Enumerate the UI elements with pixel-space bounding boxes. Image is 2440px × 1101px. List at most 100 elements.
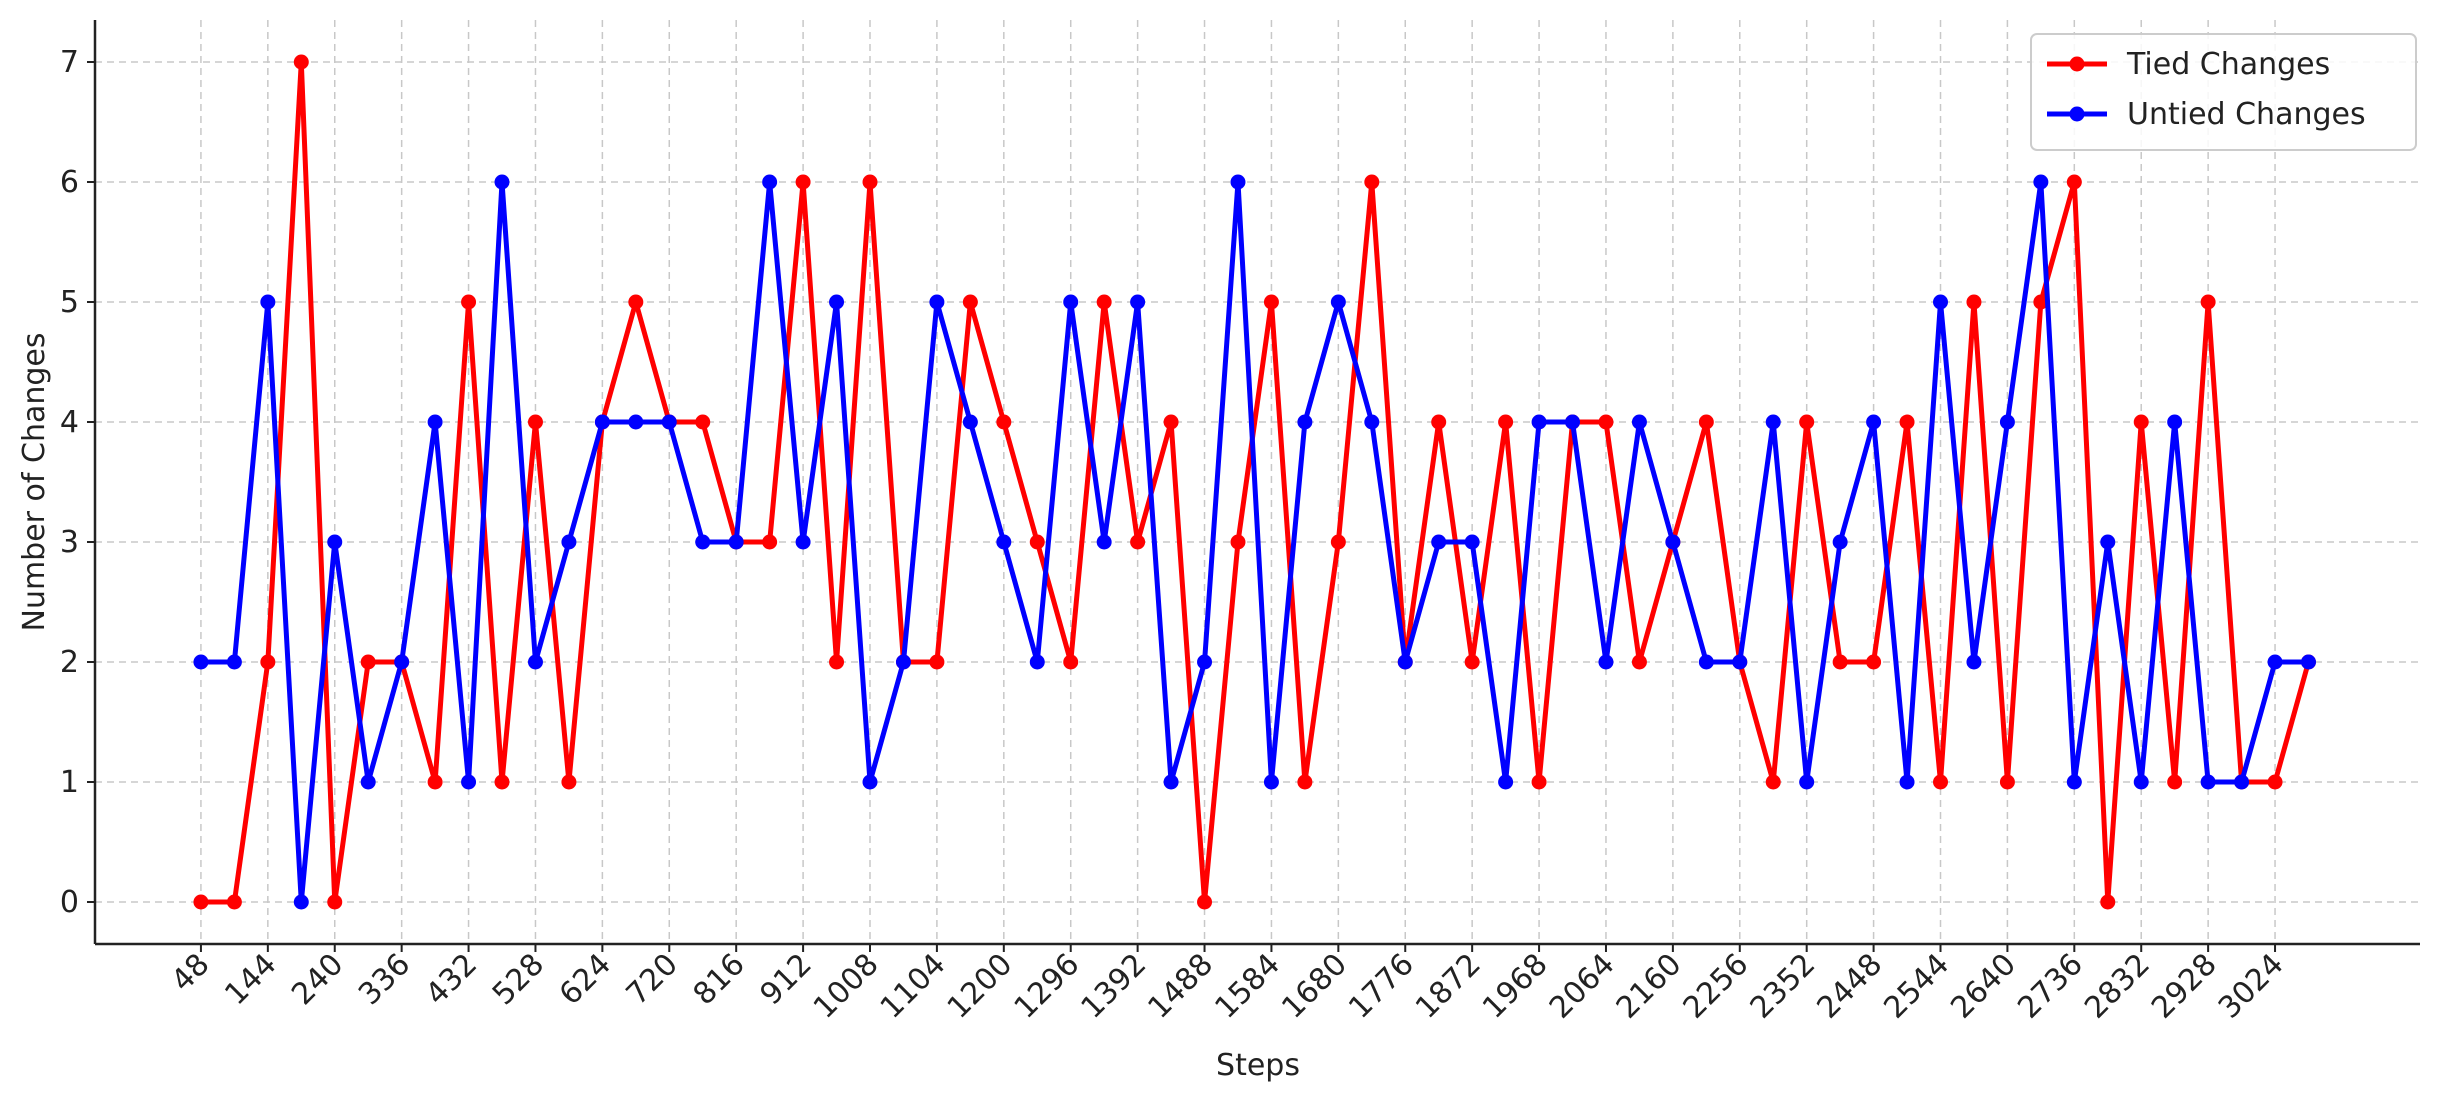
data-point — [628, 294, 644, 310]
data-point — [661, 414, 677, 430]
x-tick-label: 1872 — [1409, 947, 1488, 1026]
data-point — [1163, 774, 1179, 790]
x-tick-label: 816 — [687, 947, 752, 1012]
data-point — [1297, 414, 1313, 430]
data-point — [527, 414, 543, 430]
legend-marker — [2069, 56, 2085, 72]
x-tick-label: 2736 — [2011, 947, 2090, 1026]
data-point — [327, 894, 343, 910]
data-point — [1565, 414, 1581, 430]
data-point — [1330, 294, 1346, 310]
y-tick-label: 1 — [60, 765, 79, 800]
data-point — [1330, 534, 1346, 550]
data-point — [2300, 654, 2316, 670]
data-point — [594, 414, 610, 430]
x-tick-label: 3024 — [2212, 947, 2291, 1026]
data-point — [1933, 774, 1949, 790]
data-point — [1130, 294, 1146, 310]
data-point — [695, 414, 711, 430]
x-tick-label: 336 — [352, 947, 417, 1012]
data-point — [1197, 894, 1213, 910]
data-point — [1631, 414, 1647, 430]
data-point — [1096, 534, 1112, 550]
data-point — [1832, 654, 1848, 670]
data-point — [1899, 414, 1915, 430]
data-point — [2267, 774, 2283, 790]
data-point — [2200, 774, 2216, 790]
x-tick-label: 2160 — [1610, 947, 1689, 1026]
x-tick-label: 1968 — [1476, 947, 1555, 1026]
legend: Tied Changes Untied Changes — [2030, 33, 2417, 151]
y-tick-label: 6 — [60, 165, 79, 200]
x-tick-label: 2448 — [1811, 947, 1890, 1026]
data-point — [1598, 654, 1614, 670]
data-point — [1866, 654, 1882, 670]
x-tick-label: 240 — [285, 947, 350, 1012]
data-point — [1029, 654, 1045, 670]
data-point — [2200, 294, 2216, 310]
data-point — [962, 414, 978, 430]
x-tick-label: 2544 — [1877, 947, 1956, 1026]
data-point — [360, 654, 376, 670]
data-point — [1431, 414, 1447, 430]
y-tick-label: 0 — [60, 885, 79, 920]
x-tick-label: 1392 — [1075, 947, 1154, 1026]
data-point — [461, 294, 477, 310]
data-point — [1130, 534, 1146, 550]
data-point — [226, 894, 242, 910]
data-point — [1197, 654, 1213, 670]
data-point — [226, 654, 242, 670]
data-point — [1899, 774, 1915, 790]
data-point — [427, 774, 443, 790]
data-point — [2267, 654, 2283, 670]
data-point — [1230, 174, 1246, 190]
data-point — [1866, 414, 1882, 430]
data-point — [561, 534, 577, 550]
data-point — [193, 894, 209, 910]
x-tick-label: 1488 — [1141, 947, 1220, 1026]
data-point — [1698, 654, 1714, 670]
data-point — [1297, 774, 1313, 790]
x-tick-label: 1776 — [1342, 947, 1421, 1026]
x-tick-label: 1008 — [807, 947, 886, 1026]
data-point — [795, 174, 811, 190]
data-point — [728, 534, 744, 550]
data-point — [962, 294, 978, 310]
data-point — [2033, 174, 2049, 190]
data-point — [494, 774, 510, 790]
data-point — [996, 414, 1012, 430]
data-point — [2167, 414, 2183, 430]
data-point — [628, 414, 644, 430]
data-point — [494, 174, 510, 190]
data-point — [293, 54, 309, 70]
x-tick-label: 144 — [218, 947, 283, 1012]
data-point — [2033, 294, 2049, 310]
data-point — [1464, 654, 1480, 670]
data-point — [1698, 414, 1714, 430]
data-point — [1999, 774, 2015, 790]
data-point — [1163, 414, 1179, 430]
data-point — [929, 294, 945, 310]
y-axis-label: Number of Changes — [17, 333, 52, 632]
data-point — [1263, 294, 1279, 310]
y-tick-label: 4 — [60, 405, 79, 440]
data-point — [1263, 774, 1279, 790]
data-point — [1966, 654, 1982, 670]
data-point — [2133, 774, 2149, 790]
x-tick-label: 2352 — [1744, 947, 1823, 1026]
data-point — [996, 534, 1012, 550]
data-point — [360, 774, 376, 790]
data-point — [695, 534, 711, 550]
data-point — [2066, 774, 2082, 790]
y-tick-label: 2 — [60, 645, 79, 680]
y-tick-label: 7 — [60, 45, 79, 80]
data-point — [1631, 654, 1647, 670]
data-point — [1531, 414, 1547, 430]
data-point — [2100, 534, 2116, 550]
data-point — [895, 654, 911, 670]
legend-label: Untied Changes — [2127, 97, 2366, 132]
x-tick-label: 2064 — [1543, 947, 1622, 1026]
x-tick-label: 2928 — [2145, 947, 2224, 1026]
x-tick-label: 1296 — [1008, 947, 1087, 1026]
y-tick-label: 5 — [60, 285, 79, 320]
